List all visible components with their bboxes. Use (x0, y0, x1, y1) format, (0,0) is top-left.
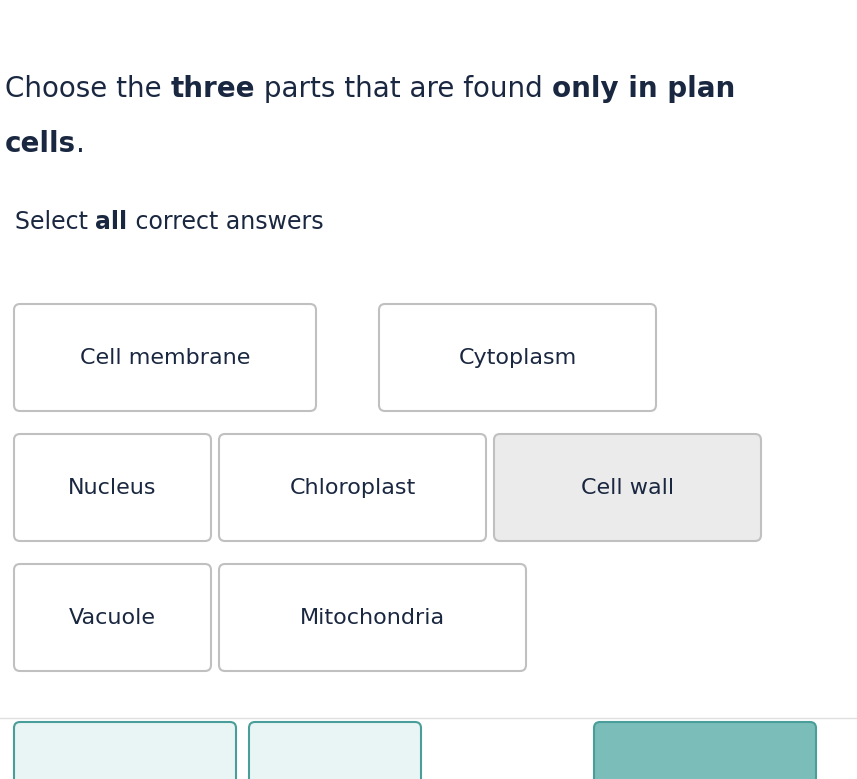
Text: cells: cells (5, 130, 76, 158)
Text: Vacuole: Vacuole (69, 608, 156, 628)
FancyBboxPatch shape (494, 434, 761, 541)
Text: parts that are found: parts that are found (255, 75, 552, 103)
Text: all: all (95, 210, 128, 234)
Text: Cell wall: Cell wall (581, 478, 674, 498)
FancyBboxPatch shape (379, 304, 656, 411)
Text: Select: Select (15, 210, 95, 234)
Text: only in plan: only in plan (552, 75, 734, 103)
Text: Mitochondria: Mitochondria (300, 608, 445, 628)
Text: Cell membrane: Cell membrane (80, 347, 250, 368)
FancyBboxPatch shape (219, 434, 486, 541)
FancyBboxPatch shape (219, 564, 526, 671)
FancyBboxPatch shape (14, 564, 211, 671)
FancyBboxPatch shape (14, 434, 211, 541)
Text: three: three (171, 75, 255, 103)
Text: Choose the: Choose the (5, 75, 171, 103)
FancyBboxPatch shape (14, 722, 236, 779)
Text: correct answers: correct answers (128, 210, 323, 234)
Text: .: . (76, 130, 85, 158)
FancyBboxPatch shape (14, 304, 316, 411)
Text: Nucleus: Nucleus (69, 478, 157, 498)
Text: Chloroplast: Chloroplast (290, 478, 416, 498)
FancyBboxPatch shape (249, 722, 421, 779)
FancyBboxPatch shape (594, 722, 816, 779)
Text: Cytoplasm: Cytoplasm (458, 347, 577, 368)
